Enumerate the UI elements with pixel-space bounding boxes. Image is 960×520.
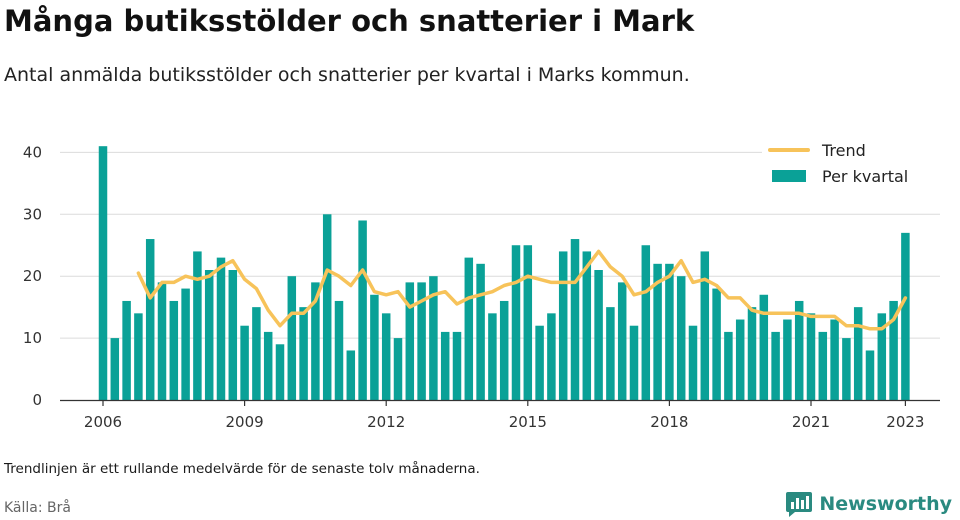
bar [370,294,379,400]
bar [771,331,780,400]
bar [582,251,592,400]
x-tick-label: 2023 [886,413,924,431]
x-tick-label: 2009 [226,413,264,431]
bar [228,270,238,400]
bar [440,331,450,400]
bar [346,350,356,400]
bar [452,331,462,400]
bar [98,146,108,400]
bar [558,251,568,400]
bar [110,338,120,400]
brand-logo: Newsworthy [785,488,952,520]
bar [334,300,344,400]
x-tick-label: 2012 [367,413,405,431]
bar-chart-speech-icon [786,492,813,517]
bar [712,288,721,400]
x-tick-label: 2015 [509,413,547,431]
bar [806,313,816,400]
y-tick-label: 10 [23,329,42,347]
chart-subtitle: Antal anmälda butiksstölder och snatteri… [4,64,690,86]
bar [240,325,249,400]
legend: Trend Per kvartal [762,134,942,192]
bar [865,350,875,400]
bar [818,331,828,400]
bar [735,319,745,400]
bar [759,294,769,400]
x-tick-label: 2018 [650,413,688,431]
bar [499,300,509,400]
bar [157,282,167,400]
y-tick-label: 0 [32,391,42,409]
bar [842,338,851,400]
brand-name: Newsworthy [819,493,952,515]
bar [263,331,273,400]
chart-svg: 2006 2009 2012 2015 2018 2021 2023 0 10 20 30 40 T… [22,134,942,431]
bar [122,300,131,400]
bar [535,325,544,400]
bar [523,245,533,400]
bar [511,245,521,400]
bar [204,270,214,400]
bar [429,276,438,400]
bar [311,282,320,400]
y-tick-label: 20 [23,267,42,285]
bar [641,245,651,400]
bar [547,313,556,400]
bar [665,263,674,400]
legend-background [762,134,942,192]
bar [783,319,792,400]
bar [181,288,190,400]
x-tick-label: 2021 [792,413,830,431]
legend-bar-swatch [772,170,806,182]
bar [617,282,627,400]
bar [830,319,839,400]
bar [322,214,332,400]
bar [381,313,391,400]
bar [794,300,804,400]
legend-label-trend: Trend [821,141,866,160]
bar [901,232,910,400]
bar [570,239,580,400]
bar [358,220,367,400]
y-tick-label: 40 [23,143,42,161]
bar [853,307,863,400]
bar [724,331,733,400]
bar [629,325,639,400]
x-axis: 2006 2009 2012 2015 2018 2021 2023 [60,399,940,431]
chart-title: Många butiksstölder och snatterier i Mar… [4,4,695,38]
bar [134,313,143,400]
y-tick-label: 30 [23,205,42,223]
bar [488,313,497,400]
bar [299,307,308,400]
bar [747,307,757,400]
bar [393,338,403,400]
bar [287,276,297,400]
bar [889,300,898,400]
chart-source: Källa: Brå [4,500,71,516]
bar [169,300,179,400]
bar [676,276,686,400]
bars [98,146,910,400]
y-tick-labels: 0 10 20 30 40 [23,143,42,409]
trend-polyline [136,249,908,331]
trend-line [136,249,908,331]
bar [688,325,698,400]
bar [476,263,485,400]
legend-label-bars: Per kvartal [822,167,908,186]
bar [594,270,603,400]
bar [405,282,415,400]
bar [145,239,155,400]
bar [653,263,662,400]
bar [877,313,887,400]
bar [216,257,226,400]
bar [275,344,285,400]
bar [464,257,474,400]
bar [252,307,261,400]
chart-note: Trendlinjen är ett rullande medelvärde f… [4,461,480,477]
bar [193,251,202,400]
bar [700,251,710,400]
bar [606,307,615,400]
bar [417,282,426,400]
x-tick-label: 2006 [84,413,122,431]
